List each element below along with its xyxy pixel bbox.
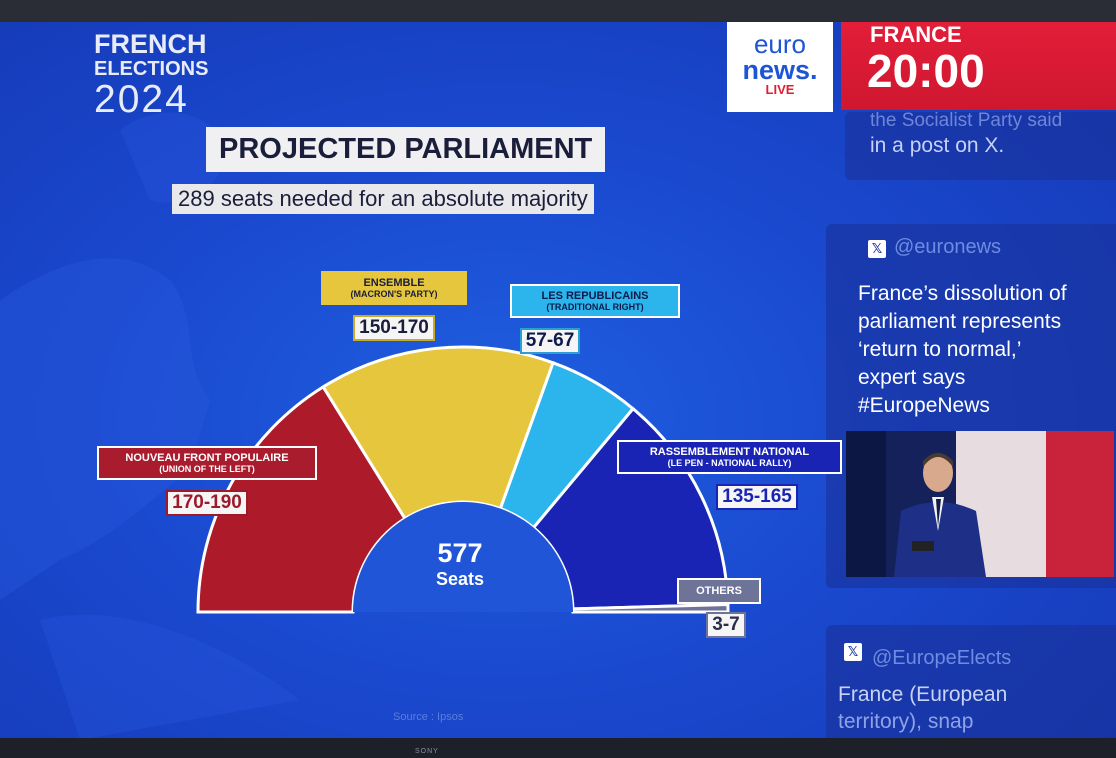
logo-live: LIVE (765, 82, 795, 97)
chart-title: PROJECTED PARLIAMENT (206, 127, 606, 172)
chart-subtitle: 289 seats needed for an absolute majorit… (172, 184, 594, 214)
tv-brand: SONY (415, 748, 439, 755)
total-seats: 577 Seats (400, 538, 520, 590)
post2-handle: @euronews (894, 236, 1002, 258)
ensemble-name: ENSEMBLE (363, 277, 425, 289)
rn-range: 135-165 (716, 484, 798, 510)
label-les-republicains: LES REPUBLICAINS (TRADITIONAL RIGHT) 57-… (510, 284, 680, 354)
x-logo-icon: 𝕏 (868, 240, 886, 258)
euronews-logo: euro news. LIVE (727, 10, 833, 112)
label-rassemblement-national: RASSEMBLEMENT NATIONAL (LE PEN - NATIONA… (617, 440, 842, 510)
post2-line: ‘return to normal,’ (858, 338, 1022, 361)
nfp-name-box: NOUVEAU FRONT POPULAIRE (UNION OF THE LE… (97, 446, 317, 480)
post1-text: in a post on X. (870, 134, 1005, 157)
post2-body: France’s dissolution of parliament repre… (858, 280, 1116, 420)
post2-line: parliament represents (858, 310, 1062, 333)
post2-line: #EuropeNews (858, 394, 990, 417)
post2-line: France’s dissolution of (858, 282, 1067, 305)
x-logo-icon: 𝕏 (844, 643, 862, 661)
others-name: OTHERS (677, 578, 761, 604)
hemicycle-center (353, 502, 573, 612)
rn-name: RASSEMBLEMENT NATIONAL (649, 446, 810, 458)
total-seats-label: Seats (435, 569, 485, 589)
post3-line: territory), snap (838, 710, 974, 733)
news-post-1: the Socialist Party said in a post on X. (845, 110, 1116, 180)
news-post-3: 𝕏 @EuropeElects France (European territo… (826, 625, 1116, 745)
nfp-range: 170-190 (166, 490, 248, 516)
others-range: 3-7 (706, 612, 746, 638)
speaker-photo (846, 431, 1114, 577)
ensemble-name-box: ENSEMBLE (MACRON'S PARTY) (321, 271, 467, 305)
elections-brand: FRENCH ELECTIONS 2024 (94, 30, 208, 120)
tv-bezel-top (0, 0, 1116, 22)
lr-name-box: LES REPUBLICAINS (TRADITIONAL RIGHT) (510, 284, 680, 318)
lr-range: 57-67 (519, 328, 581, 354)
rn-name-box: RASSEMBLEMENT NATIONAL (LE PEN - NATIONA… (617, 440, 842, 474)
label-others: OTHERS 3-7 (677, 578, 761, 638)
ensemble-range: 150-170 (353, 315, 435, 341)
logo-line-1: euro (753, 29, 807, 59)
label-nouveau-front-populaire: NOUVEAU FRONT POPULAIRE (UNION OF THE LE… (97, 446, 317, 516)
news-post-2: 𝕏 @euronews France’s dissolution of parl… (826, 224, 1116, 588)
total-seats-value: 577 (437, 538, 483, 568)
post3-line: France (European (838, 683, 1008, 706)
brand-line-2: ELECTIONS (94, 58, 209, 80)
logo-line-2: news. (742, 55, 818, 85)
tv-bezel-bottom (0, 738, 1116, 758)
nfp-name: NOUVEAU FRONT POPULAIRE (125, 452, 289, 464)
clock-box: FRANCE 20:00 (841, 6, 1116, 110)
clock-time: 20:00 (867, 45, 985, 97)
chart-source: Source : Ipsos (393, 711, 464, 723)
brand-year: 2024 (94, 78, 189, 121)
nfp-sub: (UNION OF THE LEFT) (159, 464, 255, 474)
post1-faded-text: the Socialist Party said (870, 110, 1063, 131)
lr-sub: (TRADITIONAL RIGHT) (546, 302, 644, 312)
post3-handle: @EuropeElects (872, 647, 1012, 669)
lr-name: LES REPUBLICAINS (541, 290, 649, 302)
label-ensemble: ENSEMBLE (MACRON'S PARTY) 150-170 (321, 271, 467, 341)
rn-sub: (LE PEN - NATIONAL RALLY) (667, 458, 792, 468)
clock-country: FRANCE (870, 22, 962, 47)
speaker-photo-image (846, 431, 1114, 577)
post3-body: France (European territory), snap (838, 681, 1007, 735)
ensemble-sub: (MACRON'S PARTY) (350, 289, 438, 299)
brand-line-1: FRENCH (94, 29, 207, 59)
post2-line: expert says (858, 366, 966, 389)
